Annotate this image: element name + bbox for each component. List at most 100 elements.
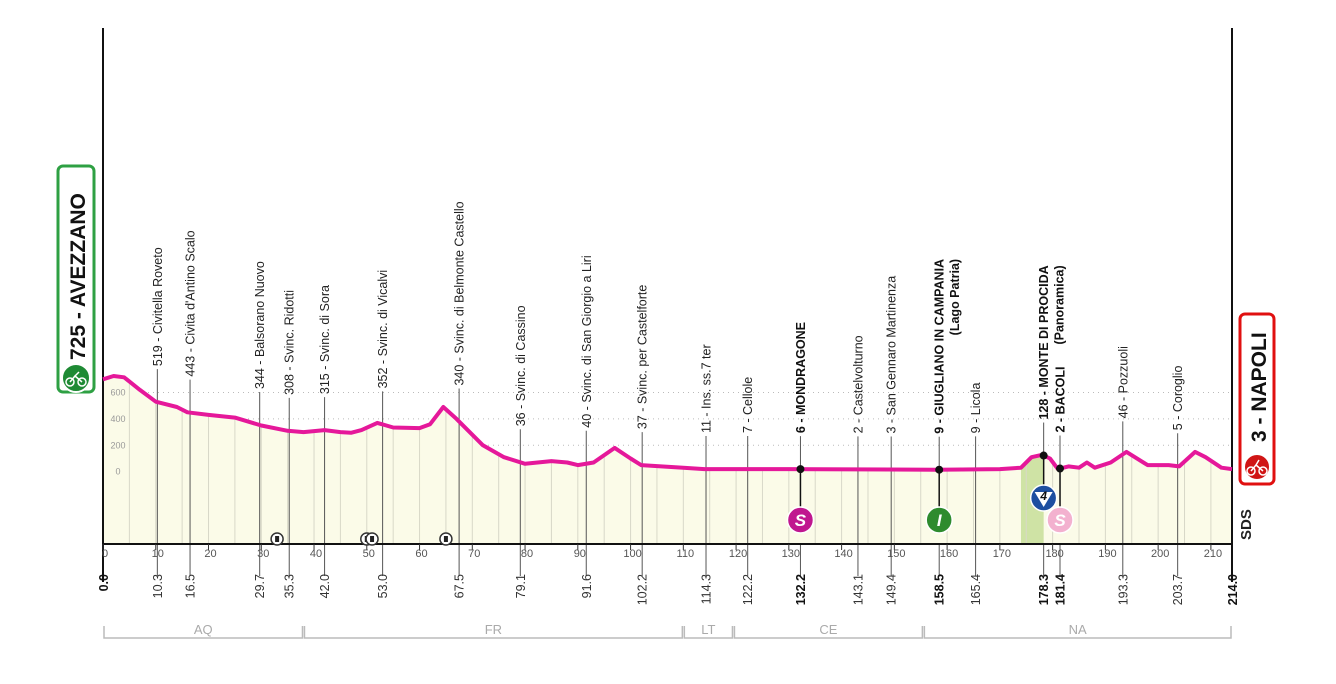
- waypoint-km-label: 16.5: [184, 574, 198, 598]
- region: NA: [923, 622, 1232, 639]
- waypoint-label: 308 - Svinc. Ridotti: [283, 290, 297, 395]
- x-tick-label: 200: [1151, 548, 1169, 560]
- finish-label: 3 - NAPOLI: [1248, 332, 1271, 442]
- start-box: 725 - AVEZZANO: [56, 164, 96, 394]
- waypoint-km-label: 67.5: [453, 574, 467, 598]
- x-tick-label: 30: [257, 548, 269, 560]
- waypoint-km-label: 158.5: [933, 574, 947, 605]
- waypoint-km-label: 181.4: [1054, 574, 1068, 605]
- regions: AQ FR LT CE NA: [103, 622, 1232, 639]
- waypoint-km-label: 178.3: [1037, 574, 1051, 605]
- waypoint: 3 - San Gennaro Martinenza 149.4: [885, 276, 899, 606]
- waypoint: 36 - Svinc. di Cassino 79.1: [514, 305, 528, 598]
- x-tick-label: 160: [940, 548, 958, 560]
- waypoint: 11 - Ins. ss.7 ter 114.3: [700, 344, 714, 604]
- waypoint-label: 2 - BACOLI: [1054, 367, 1068, 433]
- region: CE: [733, 622, 924, 639]
- waypoint-km-label: 10.3: [151, 574, 165, 598]
- waypoint-label: 37 - Svinc. per Castelforte: [636, 285, 650, 430]
- waypoint-km-label: 42.0: [318, 574, 332, 598]
- waypoint-label: 5 - Coroglio: [1171, 366, 1185, 431]
- markers: S I 4 S: [786, 451, 1074, 534]
- region: FR: [303, 622, 684, 639]
- waypoint-label: 3 - San Gennaro Martinenza: [885, 276, 899, 434]
- y-tick-label: 600: [110, 388, 125, 398]
- region-bracket: [103, 626, 304, 639]
- y-tick-label: 200: [110, 440, 125, 450]
- waypoint-label: 315 - Svinc. di Sora: [318, 285, 332, 394]
- profile-dot: [1039, 451, 1048, 460]
- waypoints: 519 - Civitella Roveto 10.3 443 - Civita d…: [151, 201, 1185, 605]
- x-tick-label: 120: [729, 548, 747, 560]
- region-bracket: [683, 626, 734, 639]
- region: AQ: [103, 622, 304, 639]
- waypoint: 6 - MONDRAGONE 132.2: [794, 322, 808, 605]
- waypoint-label: 519 - Civitella Roveto: [151, 247, 165, 366]
- region-bracket: [923, 626, 1232, 639]
- x-tick-label: 20: [204, 548, 216, 560]
- waypoint-label: 340 - Svinc. di Belmonte Castello: [453, 201, 467, 385]
- waypoint-km-label: 102.2: [636, 574, 650, 605]
- waypoint: 40 - Svinc. di San Giorgio a Liri 91.6: [580, 255, 594, 598]
- start-km-label: 0.0: [97, 574, 111, 591]
- profile-dot: [1056, 464, 1065, 473]
- waypoint: 352 - Svinc. di Vicalvi 53.0: [376, 270, 390, 599]
- waypoint-label: 128 - MONTE DI PROCIDA: [1037, 265, 1051, 419]
- bicycle-start-icon: [61, 363, 91, 393]
- waypoint: 128 - MONTE DI PROCIDA (Panoramica) 178.3: [1037, 265, 1067, 605]
- y-tick-label: 400: [110, 414, 125, 424]
- waypoint-km-label: 122.2: [741, 574, 755, 605]
- marker-label: S: [795, 511, 807, 530]
- profile-dot: [935, 465, 944, 474]
- region-label: FR: [485, 622, 502, 637]
- tunnel-icon: [365, 532, 379, 546]
- region-label: LT: [701, 622, 715, 637]
- waypoint-label: 36 - Svinc. di Cassino: [514, 305, 528, 426]
- waypoint-km-label: 29.7: [253, 574, 267, 598]
- x-tick-label: 170: [993, 548, 1011, 560]
- waypoint: 315 - Svinc. di Sora 42.0: [318, 285, 332, 598]
- waypoint: 5 - Coroglio 203.7: [1171, 366, 1185, 606]
- axes: 600 400 200 0 0 10 20 30 40 50 60 70 80 90 100 110 120 13…: [97, 28, 1240, 605]
- waypoint-label: 2 - Castelvolturno: [851, 335, 865, 433]
- x-tick-label: 0: [102, 548, 108, 560]
- x-tick-label: 110: [677, 548, 695, 560]
- marker-label: I: [937, 511, 943, 530]
- waypoint-sublabel: (Lago Patria): [948, 259, 962, 335]
- waypoint: 308 - Svinc. Ridotti 35.3: [283, 290, 297, 598]
- x-tick-label: 210: [1204, 548, 1222, 560]
- waypoint: 9 - Licola 165.4: [969, 383, 983, 606]
- x-tick-label: 10: [152, 548, 164, 560]
- x-tick-label: 130: [782, 548, 800, 560]
- region-label: CE: [819, 622, 837, 637]
- profile-area: [103, 376, 1232, 544]
- x-tick-label: 100: [623, 548, 641, 560]
- waypoint-km-label: 35.3: [283, 574, 297, 598]
- region-label: AQ: [194, 622, 213, 637]
- start-label: 725 - AVEZZANO: [67, 193, 90, 360]
- waypoint: 46 - Pozzuoli 193.3: [1116, 346, 1130, 605]
- waypoint-label: 9 - GIUGLIANO IN CAMPANIA: [933, 259, 947, 434]
- x-tick-label: 190: [1098, 548, 1116, 560]
- x-tick-label: 40: [310, 548, 322, 560]
- waypoint: 7 - Cellole 122.2: [741, 377, 755, 606]
- marker-label: 4: [1039, 489, 1047, 503]
- bicycle-finish-icon: [1243, 453, 1271, 481]
- waypoint-label: 9 - Licola: [969, 383, 983, 434]
- tunnel-icon: [439, 532, 453, 546]
- y-tick-label: 0: [115, 467, 120, 477]
- x-tick-label: 60: [415, 548, 427, 560]
- x-tick-label: 80: [521, 548, 533, 560]
- profile-dot: [796, 465, 805, 474]
- waypoint-label: 443 - Civita d'Antino Scalo: [184, 230, 198, 376]
- waypoint-km-label: 149.4: [885, 574, 899, 605]
- waypoint-km-label: 165.4: [969, 574, 983, 605]
- waypoint: 37 - Svinc. per Castelforte 102.2: [636, 285, 650, 606]
- waypoint-label: 344 - Balsorano Nuovo: [253, 261, 267, 389]
- region-bracket: [303, 626, 684, 639]
- sprint-icon: S: [1046, 506, 1074, 534]
- waypoint-km-label: 91.6: [580, 574, 594, 598]
- waypoint-label: 6 - MONDRAGONE: [794, 322, 808, 433]
- waypoint-km-label: 79.1: [514, 574, 528, 598]
